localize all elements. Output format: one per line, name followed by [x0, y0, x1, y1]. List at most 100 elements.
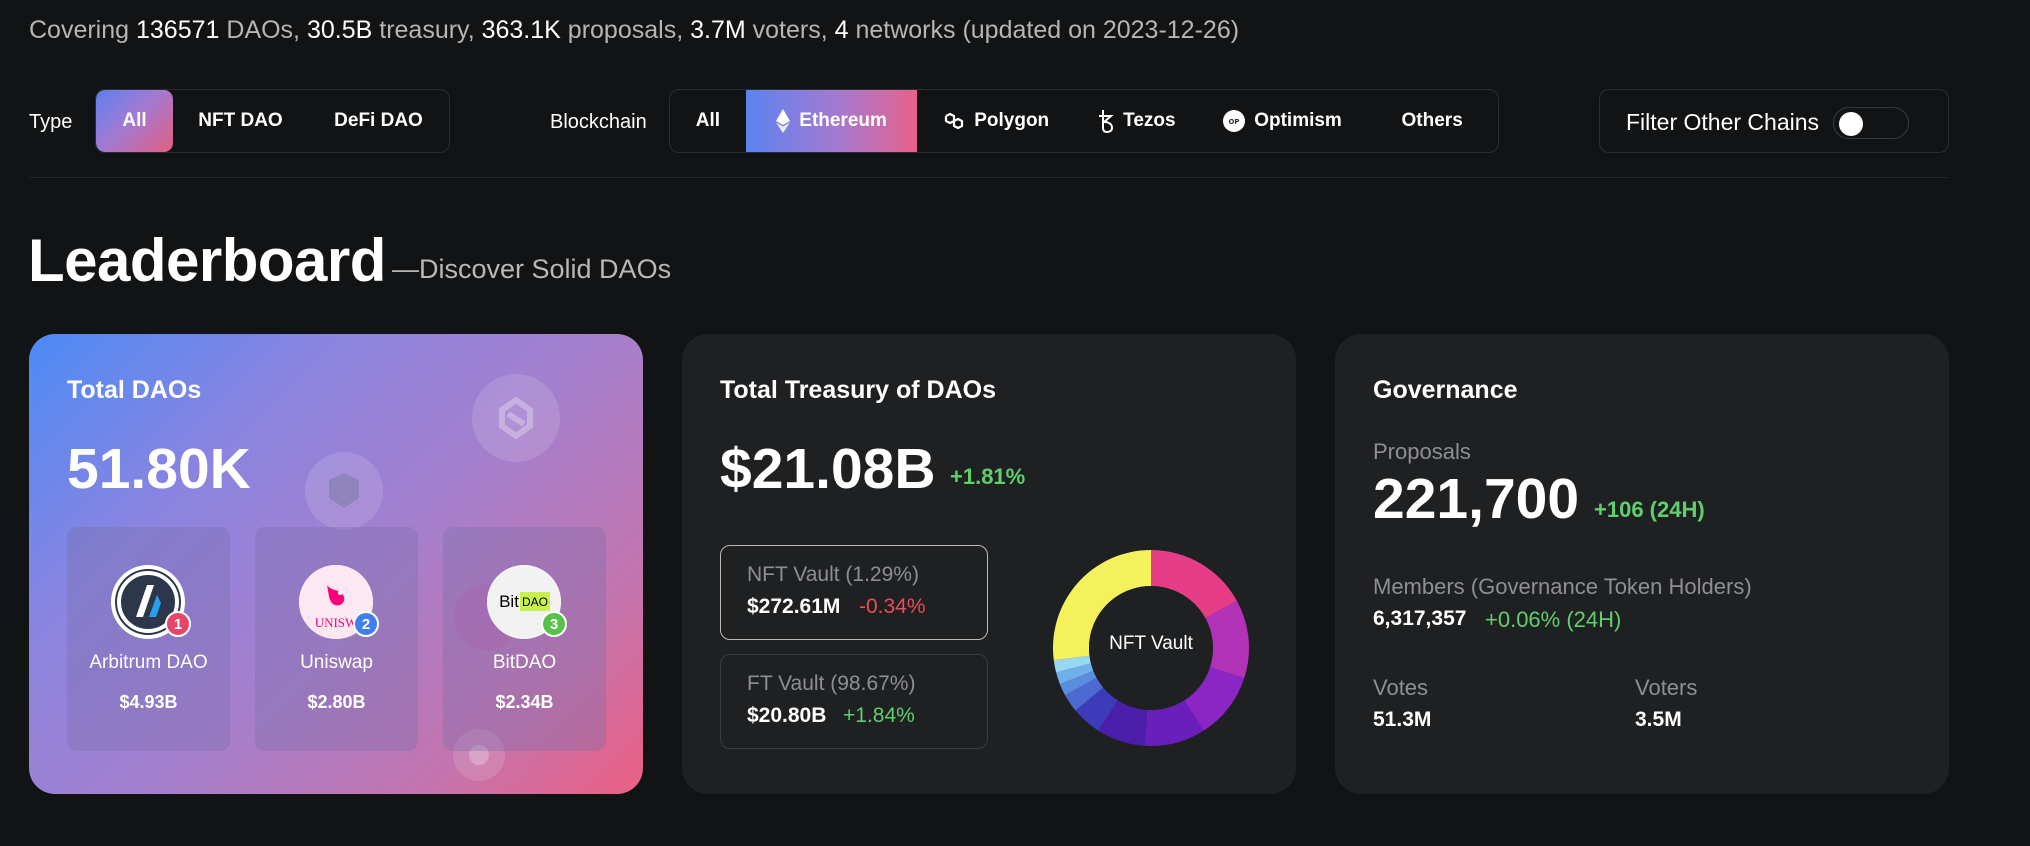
toggle-knob — [1839, 112, 1863, 136]
proposals-label: Proposals — [1373, 439, 1471, 464]
summary-text: voters, — [745, 16, 835, 44]
top-dao-card[interactable]: Bit DAO 3 BitDAO $2.34B — [443, 527, 606, 751]
dao-name: BitDAO — [492, 652, 557, 673]
tezos-icon — [1098, 109, 1114, 133]
page-title: Leaderboard — [28, 227, 386, 294]
donut-slice-seg10[interactable] — [1053, 655, 1091, 673]
chain-label-polygon: Polygon — [974, 110, 1050, 131]
summary-text: treasury, — [372, 16, 482, 44]
donut-slice-seg11[interactable] — [1053, 550, 1151, 661]
polygon-icon — [943, 112, 965, 130]
bitdao-logo: Bit DAO 3 — [487, 565, 567, 639]
arbitrum-logo: 1 — [111, 565, 191, 639]
voters-label: Voters — [1635, 675, 1698, 700]
summary-proposals: 363.1K — [481, 16, 561, 44]
summary-prefix: Covering — [29, 16, 136, 44]
page-subtitle: —Discover Solid DAOs — [392, 254, 672, 284]
summary-text: DAOs, — [219, 16, 307, 44]
ft-vault-tab[interactable]: FT Vault (98.67%) $20.80B +1.84% — [720, 654, 988, 749]
total-daos-card: Total DAOs 51.80K 1 Arbitrum DAO $4.93B … — [29, 334, 643, 794]
svg-text:OP: OP — [1229, 118, 1240, 126]
chain-option-optimism[interactable]: OP Optimism — [1199, 90, 1367, 152]
donut-slice-seg8[interactable] — [1059, 670, 1097, 696]
vault-amount: $272.61M — [747, 595, 841, 618]
filter-other-chains-toggle[interactable] — [1833, 107, 1909, 139]
members-value: 6,317,357 — [1373, 607, 1467, 630]
chain-label-optimism: Optimism — [1254, 110, 1342, 131]
chain-option-ethereum[interactable]: Ethereum — [745, 90, 918, 152]
summary-voters: 3.7M — [690, 16, 746, 44]
coverage-summary: Covering 136571 DAOs, 30.5B treasury, 36… — [29, 16, 1239, 45]
governance-title: Governance — [1373, 376, 1518, 404]
treasury-card: Total Treasury of DAOs $21.08B +1.81% NF… — [682, 334, 1296, 794]
total-daos-value: 51.80K — [67, 437, 251, 501]
type-option-nft-dao[interactable]: NFT DAO — [198, 110, 283, 131]
decorative-token-icon — [305, 452, 383, 530]
summary-dao-count: 136571 — [136, 16, 220, 44]
rank-badge: 3 — [541, 611, 567, 637]
donut-slice-seg3[interactable] — [1184, 667, 1245, 731]
donut-slice-seg6[interactable] — [1075, 687, 1118, 731]
donut-hole — [1089, 586, 1213, 710]
rank-badge: 1 — [165, 611, 191, 637]
chain-label-ethereum: Ethereum — [799, 110, 887, 131]
type-filter: All NFT DAO DeFi DAO — [95, 89, 450, 153]
donut-slice-seg5[interactable] — [1098, 700, 1148, 746]
dao-name: Uniswap — [300, 652, 373, 673]
bitdao-logo-text: Bit — [499, 592, 519, 611]
dao-value: $2.80B — [307, 692, 366, 712]
proposals-value: 221,700 — [1373, 467, 1580, 531]
nft-vault-tab[interactable]: NFT Vault (1.29%) $272.61M -0.34% — [720, 545, 988, 640]
uniswap-logo: UNISW 2 — [299, 565, 379, 639]
top-dao-card[interactable]: UNISW 2 Uniswap $2.80B — [255, 527, 418, 751]
vault-title: FT Vault (98.67%) — [747, 672, 916, 695]
filter-other-chains: Filter Other Chains — [1599, 89, 1949, 153]
members-change: +0.06% (24H) — [1485, 607, 1622, 632]
treasury-title: Total Treasury of DAOs — [720, 376, 996, 404]
top-dao-card[interactable]: 1 Arbitrum DAO $4.93B — [67, 527, 230, 751]
chain-option-others[interactable]: Others — [1401, 110, 1463, 131]
treasury-value: $21.08B — [720, 437, 936, 501]
optimism-icon: OP — [1223, 110, 1246, 132]
donut-slice-seg7[interactable] — [1065, 677, 1104, 711]
members-label: Members (Governance Token Holders) — [1373, 574, 1752, 599]
vault-change: -0.34% — [859, 595, 926, 618]
type-option-all[interactable]: All — [96, 90, 173, 152]
uniswap-logo-text: UNISW — [315, 615, 358, 630]
donut-slice-seg2[interactable] — [1205, 600, 1249, 679]
chain-option-all[interactable]: All — [695, 110, 721, 131]
voters-value: 3.5M — [1635, 708, 1682, 731]
donut-center-label: NFT Vault — [1109, 633, 1193, 654]
dao-value: $4.93B — [119, 692, 178, 712]
proposals-change: +106 (24H) — [1594, 497, 1705, 522]
summary-text: proposals, — [560, 16, 691, 44]
governance-card: Governance Proposals 221,700 +106 (24H) … — [1335, 334, 1949, 794]
blockchain-filter-label: Blockchain — [550, 111, 647, 133]
summary-text: networks (updated on 2023-12-26) — [848, 16, 1240, 44]
blockchain-filter: All Ethereum Polygon Tezos OP Optimism O… — [669, 89, 1499, 153]
donut-slice-seg4[interactable] — [1144, 700, 1204, 746]
vault-amount: $20.80B — [747, 704, 827, 727]
chain-label-tezos: Tezos — [1123, 110, 1176, 131]
filter-bar: Type All NFT DAO DeFi DAO Blockchain All… — [0, 88, 2030, 156]
summary-treasury: 30.5B — [306, 16, 373, 44]
filter-other-chains-label: Filter Other Chains — [1626, 109, 1820, 135]
votes-value: 51.3M — [1373, 708, 1432, 731]
decorative-token-icon — [472, 374, 560, 462]
donut-slice-seg1[interactable] — [1151, 550, 1237, 619]
donut-slice-seg9[interactable] — [1056, 663, 1094, 685]
ethereum-icon — [776, 109, 791, 133]
chain-option-polygon[interactable]: Polygon — [917, 90, 1075, 152]
rank-badge: 2 — [353, 611, 379, 637]
decorative-token-icon — [453, 729, 505, 781]
type-option-defi-dao[interactable]: DeFi DAO — [334, 110, 423, 131]
vault-change: +1.84% — [843, 704, 915, 727]
dao-name: Arbitrum DAO — [89, 652, 208, 673]
type-filter-label: Type — [29, 111, 73, 133]
chain-option-tezos[interactable]: Tezos — [1075, 90, 1199, 152]
dao-value: $2.34B — [495, 692, 554, 712]
treasury-change: +1.81% — [950, 464, 1026, 489]
votes-label: Votes — [1373, 675, 1429, 700]
vault-title: NFT Vault (1.29%) — [747, 563, 919, 586]
bitdao-logo-text: DAO — [522, 595, 548, 609]
